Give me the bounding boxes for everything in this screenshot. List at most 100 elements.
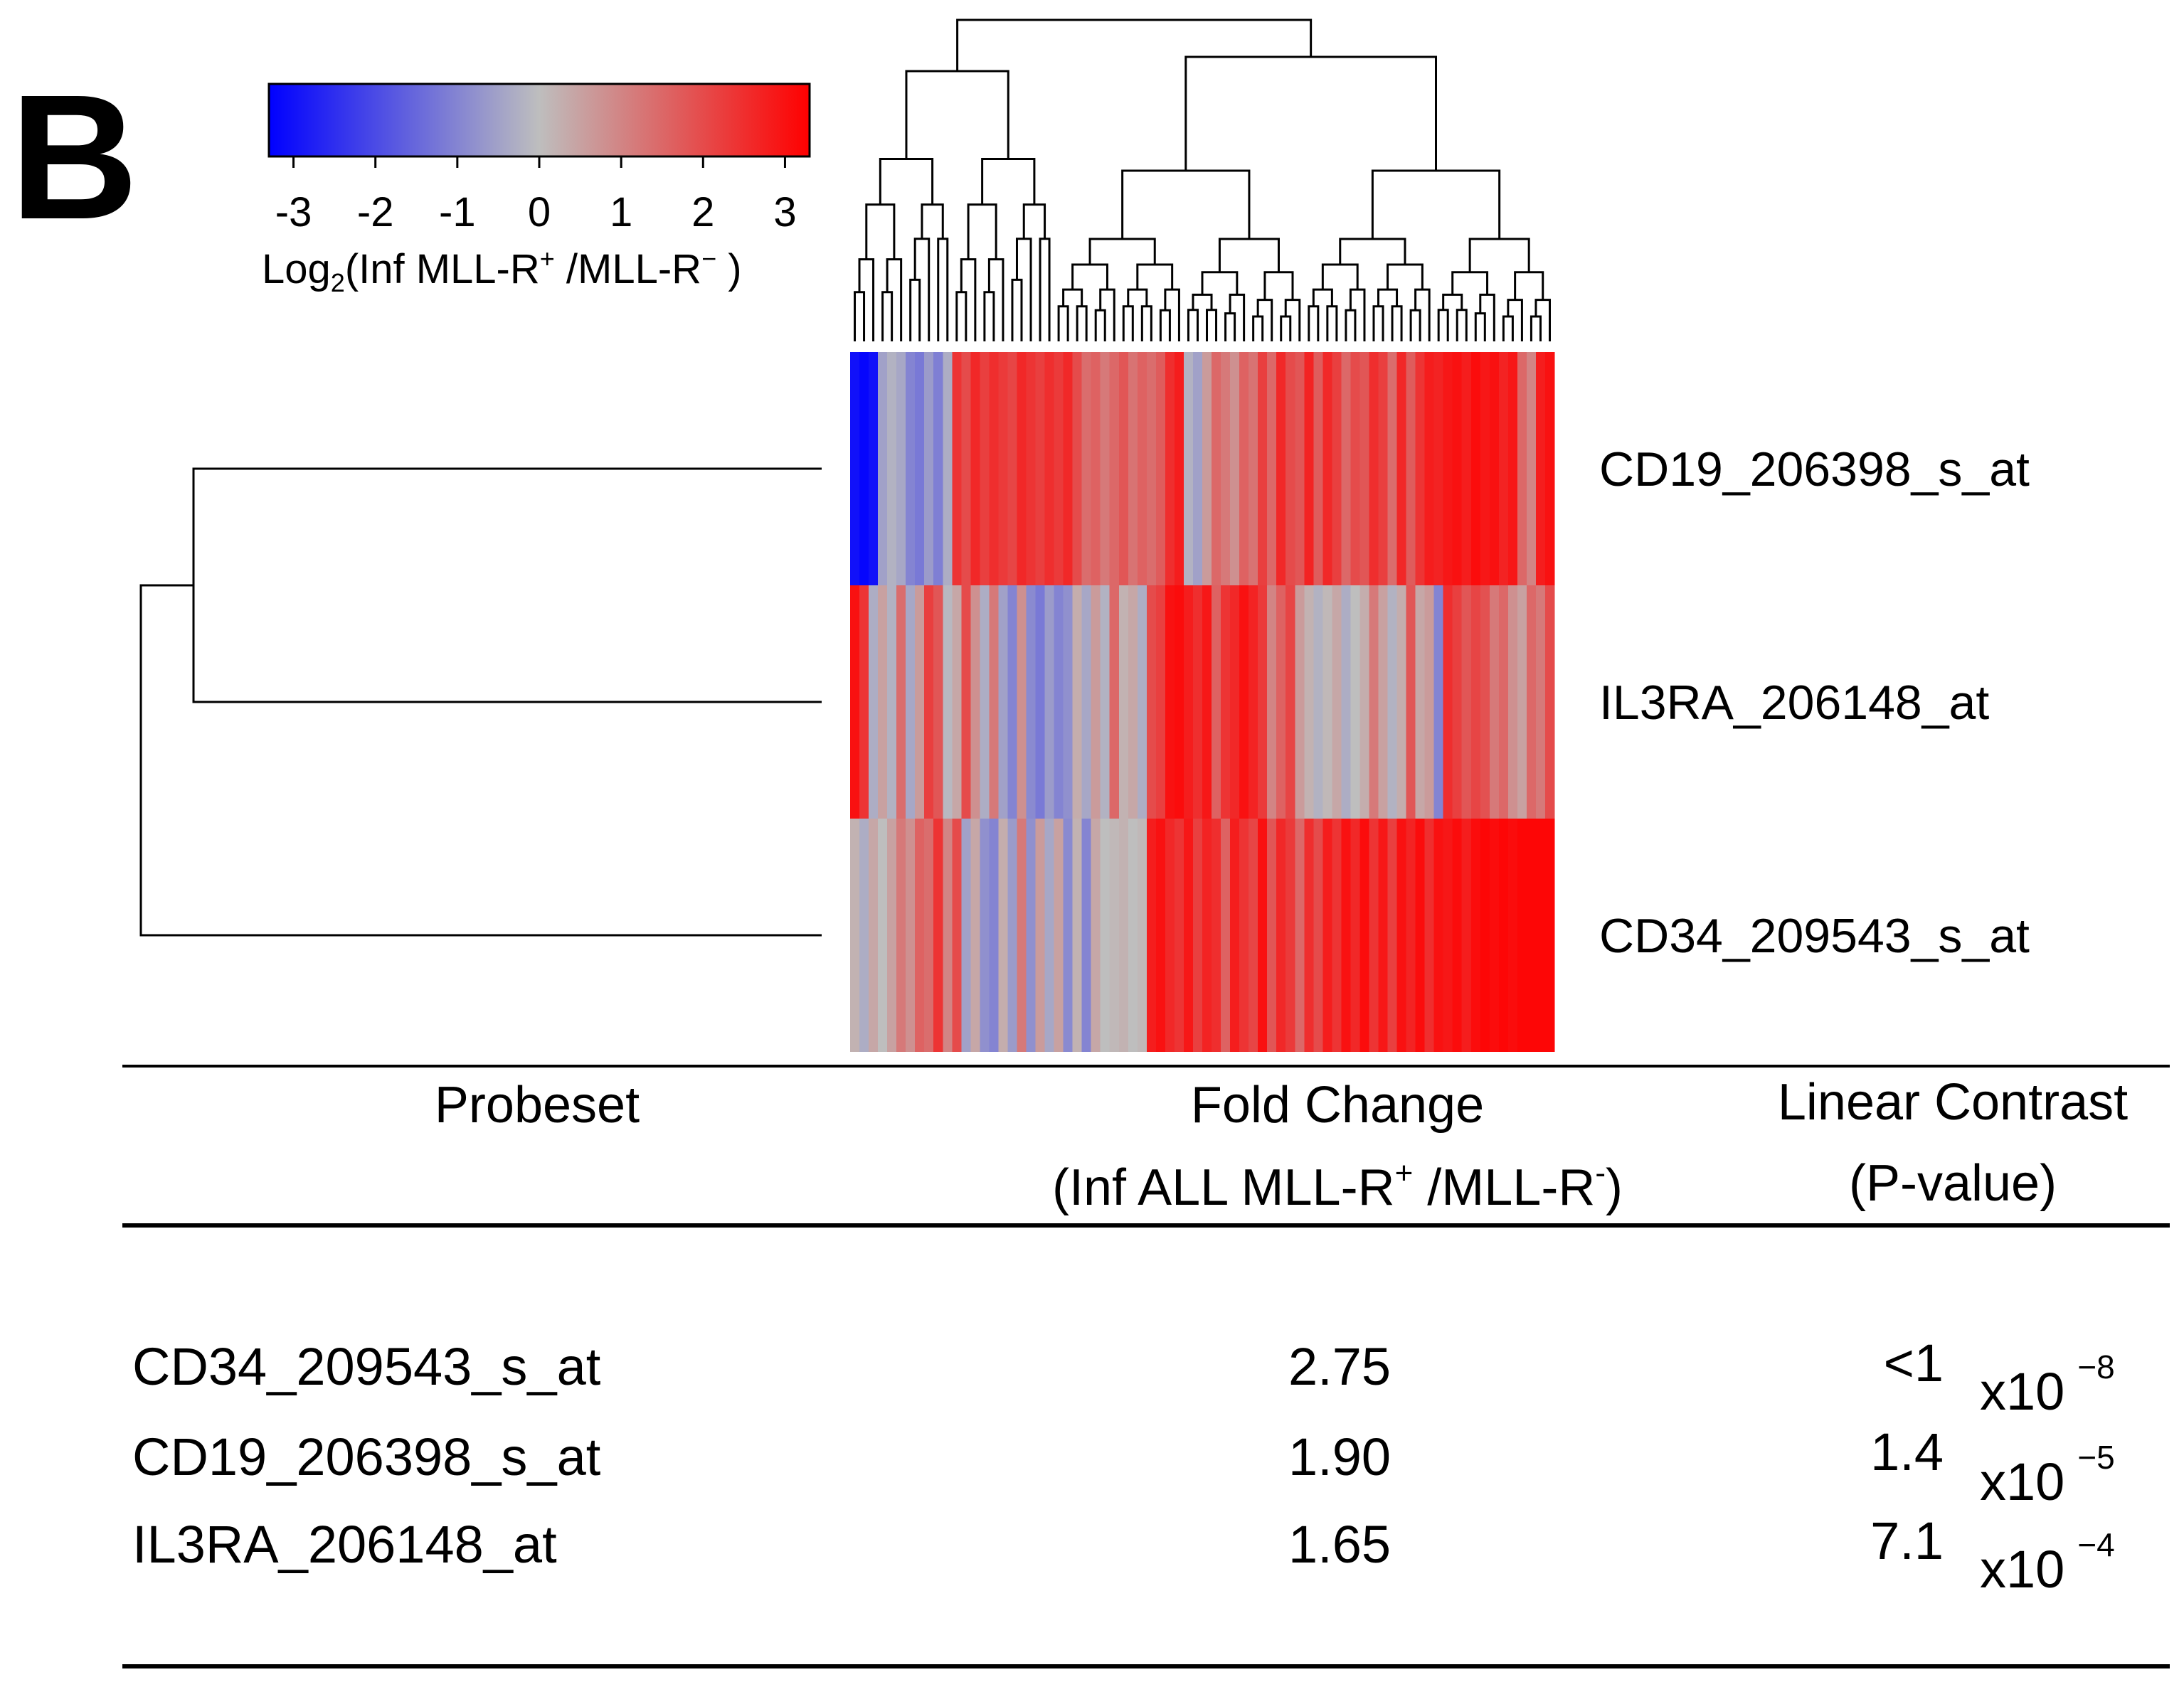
heatmap-cell (1109, 585, 1120, 819)
heatmap-cell (961, 819, 971, 1052)
heatmap-cell (1091, 352, 1101, 585)
column-dendrogram-branch (1308, 305, 1320, 341)
heatmap-cell (1480, 819, 1490, 1052)
heatmap-cell (896, 819, 906, 1052)
heatmap-cell (1221, 352, 1231, 585)
heatmap-cell (1230, 352, 1240, 585)
heatmap-cell (1332, 819, 1342, 1052)
column-dendrogram-branch (905, 70, 1009, 159)
row-dendrogram (139, 467, 822, 937)
table-row-2-probeset: CD19_206398_s_at (132, 1427, 601, 1486)
column-dendrogram-branch (1534, 299, 1551, 341)
column-dendrogram-branch (1263, 271, 1294, 300)
column-dendrogram-branch (1387, 263, 1424, 290)
heatmap-cell (1026, 585, 1037, 819)
heatmap-cell (1433, 585, 1444, 819)
heatmap-cell (1498, 585, 1509, 819)
heatmap-cell (1174, 819, 1184, 1052)
column-dendrogram-branch (1321, 263, 1359, 290)
heatmap-cell (1286, 819, 1295, 1052)
heatmap-cell (906, 819, 916, 1052)
heatmap-cell (1044, 585, 1055, 819)
heatmap-cell (943, 352, 953, 585)
row-labels: CD19_206398_s_at IL3RA_206148_at CD34_2095… (1599, 442, 2030, 963)
heatmap-cell (878, 352, 888, 585)
heatmap-cell (1387, 352, 1398, 585)
table-bottom-rule (122, 1664, 2170, 1668)
heatmap-cell (1489, 585, 1500, 819)
heatmap-cell (1026, 819, 1037, 1052)
heatmap-cell (1489, 352, 1500, 585)
heatmap-cell (1118, 352, 1129, 585)
column-dendrogram-branch (1127, 288, 1148, 307)
heatmap-cell (1109, 352, 1120, 585)
heatmap-cell (1517, 352, 1527, 585)
heatmap-cell (1202, 352, 1212, 585)
colorbar-tick-label: -1 (439, 189, 476, 235)
fold-sub-sup2: - (1595, 1156, 1606, 1191)
heatmap-cell (1249, 819, 1258, 1052)
row-dendrogram-branch (139, 584, 822, 937)
fold-sub-pre: (Inf ALL MLL-R (1052, 1159, 1395, 1216)
heatmap-cell (1239, 352, 1249, 585)
colorbar: -3 -2 -1 0 1 2 3 Log2(Inf MLL-R+ /MLL-R− ) (262, 82, 811, 297)
heatmap-cell (1165, 585, 1175, 819)
heatmap-cell (970, 585, 980, 819)
heatmap-cell (906, 585, 916, 819)
heatmap-cell (1137, 352, 1147, 585)
heatmap-cell (980, 585, 990, 819)
heatmap-cell (1507, 352, 1518, 585)
heatmap-cell (1489, 819, 1500, 1052)
column-dendrogram-branch (1339, 238, 1406, 265)
heatmap-cell (1378, 585, 1389, 819)
heatmap-cell (1322, 352, 1332, 585)
heatmap-cell (1174, 352, 1184, 585)
heatmap-cell (970, 819, 980, 1052)
heatmap-cell (1470, 585, 1481, 819)
heatmap-cell (989, 585, 1000, 819)
heatmap-cell (1535, 819, 1546, 1052)
p-exponent: −4 (2077, 1526, 2115, 1563)
heatmap-cell (850, 352, 860, 585)
heatmap-cell (1433, 352, 1444, 585)
heatmap-cell (1183, 352, 1194, 585)
heatmap-cell (1498, 352, 1509, 585)
heatmap-cell (1249, 585, 1258, 819)
heatmap-cell (1017, 585, 1027, 819)
heatmap-cell (980, 352, 990, 585)
heatmap-cell (1118, 819, 1129, 1052)
column-dendrogram-branch (1371, 169, 1501, 239)
heatmap-cell (1155, 585, 1166, 819)
heatmap-row-label: CD19_206398_s_at (1599, 442, 2030, 496)
column-dendrogram-branch (1062, 288, 1083, 307)
heatmap-cell (1276, 819, 1286, 1052)
heatmap-cell (1461, 585, 1472, 819)
table-row-2-fold-change: 1.90 (1288, 1427, 1391, 1486)
heatmap-cell (878, 585, 888, 819)
column-dendrogram-branch (1514, 271, 1544, 300)
heatmap-cell (1212, 352, 1221, 585)
heatmap-cell (1341, 819, 1352, 1052)
heatmap-cell (1044, 352, 1055, 585)
fold-sub-mid: /MLL-R (1413, 1159, 1596, 1216)
table-row-3-p-mantissa: 7.1 (1870, 1511, 1944, 1570)
header-p-value: (P-value) (1848, 1155, 2057, 1212)
heatmap-cell (998, 352, 1009, 585)
heatmap-cell (1295, 819, 1305, 1052)
column-dendrogram-branch (1252, 315, 1264, 341)
heatmap-cell (1286, 352, 1295, 585)
column-dendrogram-branch (937, 238, 949, 341)
heatmap-cell (1433, 819, 1444, 1052)
column-dendrogram-branch (1201, 271, 1239, 295)
colorbar-tick-label: 3 (773, 189, 796, 235)
heatmap-cell (850, 819, 860, 1052)
heatmap-cell (1026, 352, 1037, 585)
heatmap-cell (1054, 819, 1064, 1052)
heatmap-cell (1230, 819, 1240, 1052)
heatmap-cell (859, 352, 869, 585)
heatmap-cell (1267, 819, 1277, 1052)
heatmap-cell (961, 352, 971, 585)
column-dendrogram-branch (1326, 305, 1338, 341)
heatmap-cell (1137, 585, 1147, 819)
heatmap-cell (1544, 585, 1555, 819)
